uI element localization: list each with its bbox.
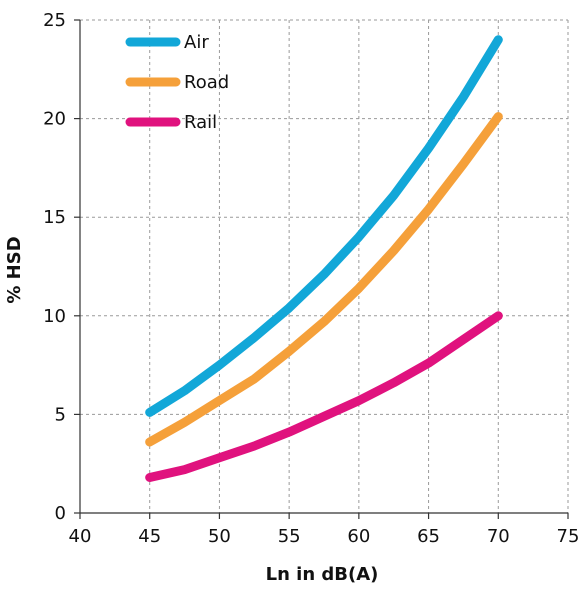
x-tick-label: 45 [138, 526, 161, 547]
y-tick-label: 25 [43, 10, 66, 31]
legend: Air Road Rail [125, 32, 229, 133]
x-tick-label: 50 [208, 526, 231, 547]
y-tick-label: 5 [55, 404, 66, 425]
series-lines [145, 35, 503, 482]
x-tick-label: 75 [557, 526, 580, 547]
axes [74, 19, 569, 519]
x-tick-label: 60 [347, 526, 370, 547]
series-line-air [145, 35, 503, 417]
y-tick-label: 15 [43, 207, 66, 228]
legend-label-rail: Rail [184, 112, 217, 133]
legend-label-road: Road [184, 72, 229, 93]
x-axis-title: Ln in dB(A) [266, 564, 379, 585]
x-tick-label: 70 [487, 526, 510, 547]
y-axis-title: % HSD [4, 236, 25, 303]
tick-labels: 40 45 50 55 60 65 70 75 0 5 10 15 20 25 [43, 10, 579, 547]
series-line-rail [145, 311, 503, 482]
y-tick-label: 0 [55, 503, 66, 524]
x-tick-label: 55 [278, 526, 301, 547]
legend-label-air: Air [184, 32, 209, 53]
series-line-road [145, 112, 503, 447]
x-tick-label: 65 [417, 526, 440, 547]
y-tick-label: 20 [43, 109, 66, 130]
y-tick-label: 10 [43, 306, 66, 327]
x-tick-label: 40 [69, 526, 92, 547]
